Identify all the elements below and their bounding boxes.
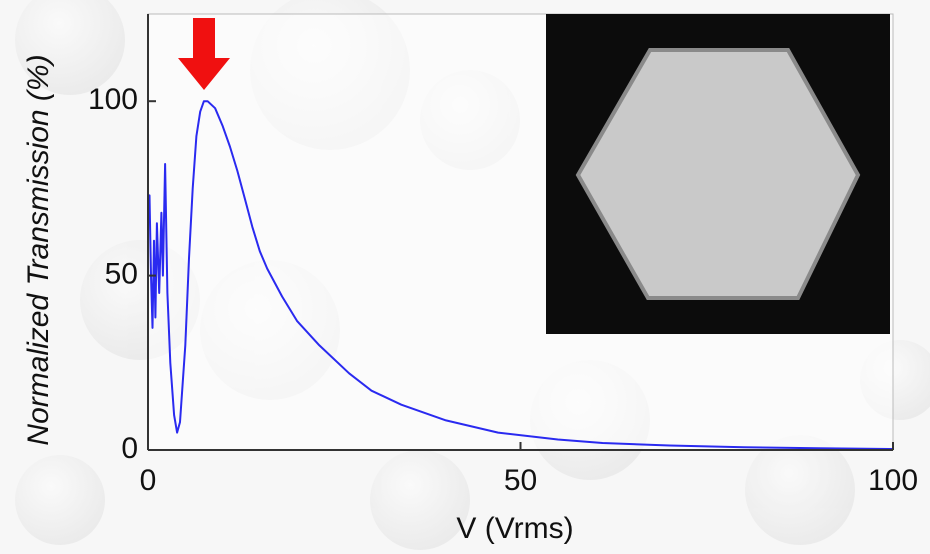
x-axis-label: V (Vrms) bbox=[456, 512, 573, 545]
x-tick-label: 0 bbox=[140, 464, 157, 497]
y-tick-label: 100 bbox=[88, 83, 138, 116]
y-axis-label: Normalized Transmission (%) bbox=[22, 54, 55, 445]
y-tick-label: 50 bbox=[105, 258, 138, 291]
peak-arrow bbox=[178, 18, 230, 90]
x-tick-label: 100 bbox=[868, 464, 918, 497]
inset-image bbox=[546, 14, 890, 334]
x-tick-label: 50 bbox=[504, 464, 537, 497]
data-line bbox=[147, 100, 894, 450]
y-tick-label: 0 bbox=[121, 432, 138, 465]
